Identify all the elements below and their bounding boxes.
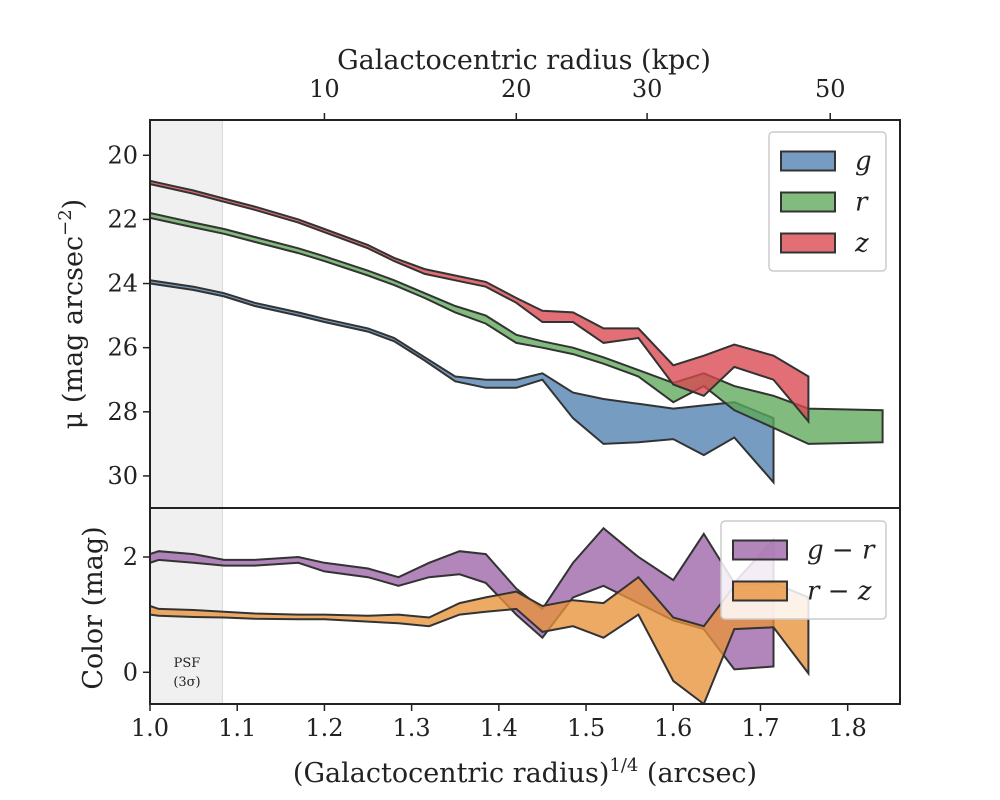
legend-swatch [732,539,788,561]
bottom-xtick-label: 1.5 [567,714,605,742]
bottom-ytick-label: 2 [123,543,138,571]
color-band-rz [150,575,810,704]
bottom-legend: g − r r − z [720,520,887,620]
legend-label: g [855,147,872,177]
top-ytick-label: 24 [107,270,138,298]
bottom-xtick-label: 1.8 [829,714,867,742]
bottom-xtick-label: 1.4 [480,714,518,742]
bottom-xtick-label: 1.0 [131,714,169,742]
top-y-axis-title-suffix: ) [58,199,89,210]
x-axis-title-main: (Galactocentric radius) [293,758,609,789]
legend-label: r − z [807,577,872,607]
legend-swatch [732,580,788,602]
legend-swatch [780,232,836,254]
legend-label: r [855,188,869,218]
top-ytick-label: 20 [107,141,138,169]
psf-label: PSF [174,656,201,671]
top-ytick-label: 30 [107,462,138,490]
bottom-xtick-label: 1.7 [741,714,779,742]
top-ytick-label: 28 [107,398,138,426]
sb-band-z [150,179,810,425]
x-axis-title-superscript: 1/4 [609,755,638,776]
legend-swatch [780,191,836,213]
bottom-panel-frame [149,507,901,705]
legend-label: z [854,229,869,259]
top-axis-tick-label: 10 [309,75,340,103]
top-axis-title: Galactocentric radius (kpc) [337,45,711,76]
legend-swatch [780,150,836,172]
top-y-axis-title-main: μ (mag arcsec [58,236,89,429]
top-ytick-label: 26 [107,334,138,362]
sb-band-area [150,279,775,485]
top-axis-tick-label: 20 [501,75,532,103]
sb-band-area [150,179,810,425]
legend-label: g − r [807,536,876,566]
top-ytick-label: 22 [107,205,138,233]
bottom-xtick-label: 1.2 [305,714,343,742]
bottom-y-axis-title: Color (mag) [78,526,109,689]
bottom-xtick-label: 1.1 [218,714,256,742]
bottom-ytick-label: 0 [123,658,138,686]
color-band-gr [150,526,775,671]
sb-band-g [150,279,775,485]
x-axis-title: (Galactocentric radius)1/4 (arcsec) [293,755,757,789]
psf-sublabel: (3σ) [173,675,200,690]
top-legend: grz [768,131,887,272]
color-band-area [150,526,775,671]
top-axis-tick-label: 30 [632,75,663,103]
top-y-axis-title-superscript: −2 [55,209,76,236]
color-band-area [150,575,810,704]
bottom-xtick-label: 1.3 [393,714,431,742]
bottom-xtick-label: 1.6 [654,714,692,742]
top-axis-tick-label: 50 [815,75,846,103]
top-y-axis-title: μ (mag arcsec−2) [55,199,89,429]
x-axis-title-unit: (arcsec) [638,758,757,789]
